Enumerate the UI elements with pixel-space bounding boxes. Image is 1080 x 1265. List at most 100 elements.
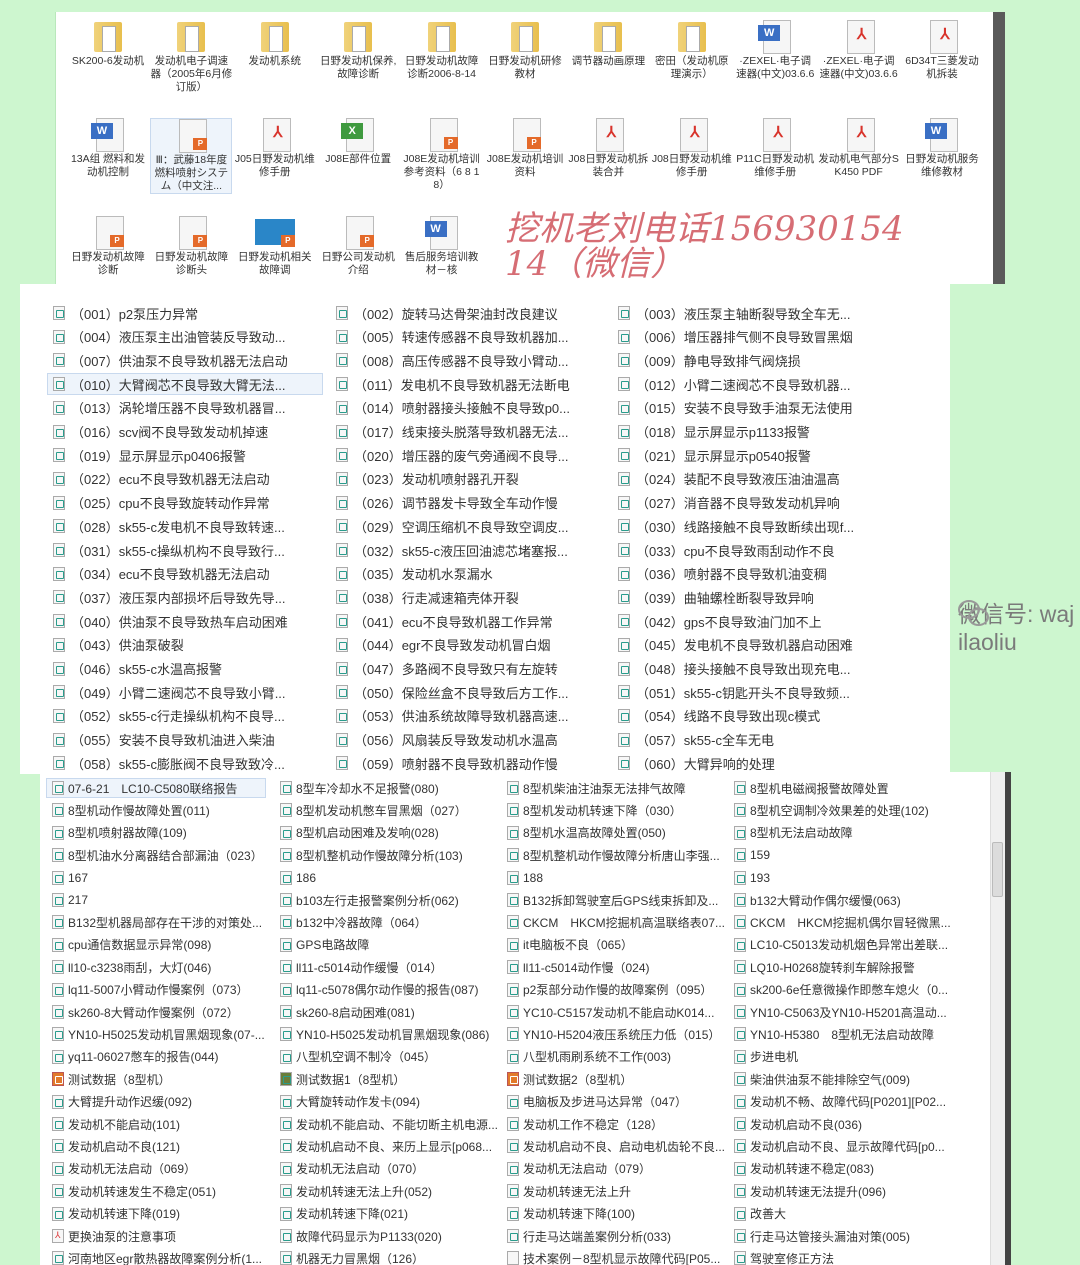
list-item[interactable]: YN10-H5204液压系统压力低（015） [507, 1024, 720, 1044]
list-item[interactable]: 步进电机 [734, 1047, 798, 1067]
list-item[interactable]: 改善大 [734, 1204, 786, 1224]
list-item[interactable]: 8型机发动机憋车冒黑烟（027） [280, 800, 467, 820]
list-item[interactable]: （059）喷射器不良导致机器动作慢 [336, 752, 558, 774]
list-item[interactable]: 发动机转速发生不稳定(051) [52, 1181, 216, 1201]
list-item[interactable]: 发动机转速无法上升(052) [280, 1181, 432, 1201]
list-item[interactable]: （014）喷射器接头接触不良导致p0... [336, 397, 570, 419]
list-item[interactable]: 8型机整机动作慢故障分析(103) [280, 845, 463, 865]
list-item[interactable]: 8型机整机动作慢故障分析唐山李强... [507, 845, 720, 865]
list-item[interactable]: p2泵部分动作慢的故障案例（095） [507, 980, 712, 1000]
list-item[interactable]: （039）曲轴螺栓断裂导致异响 [618, 586, 814, 608]
list-item[interactable]: 测试数据2（8型机） [507, 1069, 632, 1089]
list-item[interactable]: 发动机启动不良(121) [52, 1136, 180, 1156]
list-item[interactable]: 8型机喷射器故障(109) [52, 823, 187, 843]
list-item[interactable]: lq11-5007小臂动作慢案例（073） [52, 980, 249, 1000]
file-icon-item[interactable]: 密田（发动机原理演示） [651, 20, 733, 81]
list-item[interactable]: 193 [734, 868, 770, 888]
file-icon-item[interactable]: 发动机电子调速器（2005年6月修订版） [150, 20, 232, 94]
file-icon-item[interactable]: ⅄ J08日野发动机拆装合并 [567, 118, 649, 179]
list-item[interactable]: （007）供油泵不良导致机器无法启动 [53, 349, 288, 371]
list-item[interactable]: （049）小臂二速阀芯不良导致小臂... [53, 681, 286, 703]
list-item[interactable]: （032）sk55-c液压回油滤芯堵塞报... [336, 539, 568, 561]
list-item[interactable]: （004）液压泵主出油管装反导致动... [53, 326, 286, 348]
file-icon-item[interactable]: W 售后服务培训教材－核 [401, 216, 483, 277]
list-item[interactable]: 行走马达管接头漏油对策(005) [734, 1226, 910, 1246]
list-item[interactable]: 8型机水温高故障处置(050) [507, 823, 666, 843]
list-item[interactable]: 八型机雨刷系统不工作(003) [507, 1047, 671, 1067]
list-item[interactable]: （024）装配不良导致液压油油温高 [618, 468, 840, 490]
list-item[interactable]: GPS电路故障 [280, 935, 369, 955]
list-item[interactable]: （028）sk55-c发电机不良导致转速... [53, 515, 285, 537]
list-item[interactable]: 故障代码显示为P1133(020) [280, 1226, 442, 1246]
list-item[interactable]: cpu通信数据显示异常(098) [52, 935, 211, 955]
vertical-scrollbar[interactable] [993, 12, 1005, 284]
list-item[interactable]: 测试数据1（8型机） [280, 1069, 405, 1089]
list-item[interactable]: （056）风扇装反导致发动机水温高 [336, 729, 558, 751]
list-item[interactable]: B132型机器局部存在干涉的对策处... [52, 912, 262, 932]
file-icon-item[interactable]: P 日野公司发动机介绍 [317, 216, 399, 277]
list-item[interactable]: （052）sk55-c行走操纵机构不良导... [53, 705, 285, 727]
list-item[interactable]: YN10-H5380 8型机无法启动故障 [734, 1024, 934, 1044]
list-item[interactable]: （012）小臂二速阀芯不良导致机器... [618, 373, 851, 395]
list-item[interactable]: 发动机启动不良、显示故障代码[p0... [734, 1136, 945, 1156]
list-item[interactable]: 8型机发动机转速下降（030） [507, 800, 682, 820]
list-item[interactable]: （019）显示屏显示p0406报警 [53, 444, 246, 466]
file-icon-item[interactable]: ⅄ J05日野发动机维修手册 [234, 118, 316, 179]
list-item[interactable]: 167 [52, 868, 88, 888]
list-item[interactable]: 八型机空调不制冷（045） [280, 1047, 436, 1067]
list-item[interactable]: （051）sk55-c钥匙开头不良导致频... [618, 681, 850, 703]
list-item[interactable]: （011）发电机不良导致机器无法断电 [336, 373, 570, 395]
list-item[interactable]: （033）cpu不良导致雨刮动作不良 [618, 539, 835, 561]
list-item[interactable]: 8型机空调制冷效果差的处理(102) [734, 800, 929, 820]
vertical-scrollbar[interactable] [990, 772, 1005, 1265]
list-item[interactable]: （031）sk55-c操纵机构不良导致行... [53, 539, 285, 561]
list-item[interactable]: （043）供油泵破裂 [53, 634, 184, 656]
list-item[interactable]: 217 [52, 890, 88, 910]
list-item[interactable]: 8型机油水分离器结合部漏油（023） [52, 845, 263, 865]
list-item[interactable]: 8型机启动困难及发响(028) [280, 823, 439, 843]
list-item[interactable]: LQ10-H0268旋转刹车解除报警 [734, 957, 915, 977]
list-item[interactable]: 发动机转速不稳定(083) [734, 1159, 874, 1179]
list-item[interactable]: 驾驶室修正方法 [734, 1248, 834, 1265]
list-item[interactable]: YN10-H5025发动机冒黑烟现象(07-... [52, 1024, 265, 1044]
list-item[interactable]: 技术案例－8型机显示故障代码[P05... [507, 1248, 720, 1265]
list-item[interactable]: yq11-06027憋车的报告(044) [52, 1047, 219, 1067]
list-item[interactable]: （034）ecu不良导致机器无法启动 [53, 563, 270, 585]
list-item[interactable]: b103左行走报警案例分析(062) [280, 890, 459, 910]
list-item[interactable]: （013）涡轮增压器不良导致机器冒... [53, 397, 286, 419]
list-item[interactable]: （047）多路阀不良导致只有左旋转 [336, 658, 558, 680]
list-item[interactable]: B132拆卸驾驶室后GPS线束拆卸及... [507, 890, 718, 910]
list-item[interactable]: 发动机转速下降(019) [52, 1204, 180, 1224]
list-item[interactable]: （036）喷射器不良导致机油变稠 [618, 563, 827, 585]
file-icon-item[interactable]: P J08E发动机培训资料 [484, 118, 566, 179]
list-item[interactable]: 发动机无法启动（069） [52, 1159, 196, 1179]
list-item[interactable]: （006）增压器排气侧不良导致冒黑烟 [618, 326, 853, 348]
file-icon-item[interactable]: 日野发动机故障诊断2006-8-14 [401, 20, 483, 81]
list-item[interactable]: sk200-6e任意微操作即憋车熄火（0... [734, 980, 948, 1000]
list-item[interactable]: 发动机启动不良(036) [734, 1114, 862, 1134]
file-icon-item[interactable]: W 日野发动机服务维修教材 [901, 118, 983, 179]
list-item[interactable]: 8型机电磁阀报警故障处置 [734, 778, 889, 798]
list-item[interactable]: （020）增压器的废气旁通阀不良导... [336, 444, 569, 466]
list-item[interactable]: ll11-c5014动作缓慢（014） [280, 957, 443, 977]
list-item[interactable]: （010）大臂阀芯不良导致大臂无法... [47, 373, 323, 396]
list-item[interactable]: YN10-C5063及YN10-H5201高温动... [734, 1002, 947, 1022]
list-item[interactable]: （029）空调压缩机不良导致空调皮... [336, 515, 569, 537]
list-item[interactable]: （030）线路接触不良导致断续出现f... [618, 515, 854, 537]
file-icon-item[interactable]: ⅄ J08日野发动机维修手册 [651, 118, 733, 179]
list-item[interactable]: （003）液压泵主轴断裂导致全车无... [618, 302, 851, 324]
list-item[interactable]: sk260-8大臂动作慢案例（072） [52, 1002, 239, 1022]
list-item[interactable]: （048）接头接触不良导致出现充电... [618, 658, 851, 680]
list-item[interactable]: 测试数据（8型机） [52, 1069, 171, 1089]
file-icon-item[interactable]: 日野发动机研修教材 [484, 20, 566, 81]
list-item[interactable]: （055）安装不良导致机油进入柴油 [53, 729, 275, 751]
list-item[interactable]: 电脑板及步进马达异常（047） [507, 1092, 687, 1112]
list-item[interactable]: 发动机启动不良、来历上显示[p068... [280, 1136, 492, 1156]
list-item[interactable]: 发动机无法启动（079） [507, 1159, 651, 1179]
list-item[interactable]: （046）sk55-c水温高报警 [53, 658, 222, 680]
file-icon-item[interactable]: W 13A组 燃料和发动机控制 [67, 118, 149, 179]
list-item[interactable]: sk260-8启动困难(081) [280, 1002, 415, 1022]
list-item[interactable]: （038）行走减速箱壳体开裂 [336, 586, 519, 608]
file-icon-item[interactable]: 发动机系统 [234, 20, 316, 68]
file-icon-item[interactable]: X J08E部件位置 [317, 118, 399, 166]
